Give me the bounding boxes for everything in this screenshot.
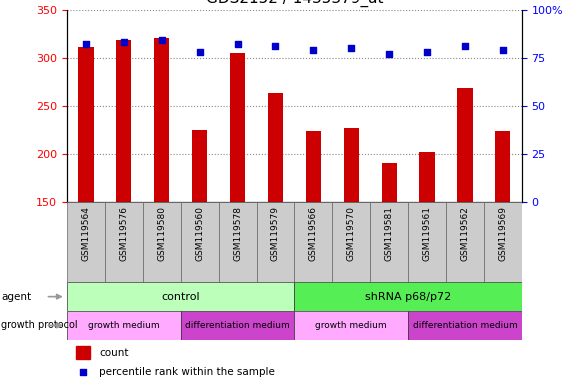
Text: GSM119578: GSM119578: [233, 206, 242, 261]
Bar: [332, 202, 370, 282]
Text: GSM119561: GSM119561: [423, 206, 431, 261]
Text: growth protocol: growth protocol: [1, 320, 78, 331]
Bar: [143, 202, 181, 282]
Bar: [381, 163, 396, 202]
Bar: [420, 152, 435, 202]
Text: GSM119581: GSM119581: [385, 206, 394, 261]
Bar: [408, 202, 446, 282]
Title: GDS2152 / 1435379_at: GDS2152 / 1435379_at: [206, 0, 383, 7]
Text: GSM119562: GSM119562: [461, 206, 469, 260]
Text: count: count: [99, 348, 128, 358]
Bar: [370, 202, 408, 282]
Bar: [67, 282, 294, 311]
Text: differentiation medium: differentiation medium: [185, 321, 290, 330]
Bar: [105, 202, 143, 282]
Bar: [181, 311, 294, 340]
Bar: [76, 346, 90, 359]
Point: [195, 49, 205, 55]
Text: agent: agent: [1, 291, 31, 302]
Point: [157, 37, 167, 43]
Text: GSM119576: GSM119576: [120, 206, 128, 261]
Text: GSM119564: GSM119564: [82, 206, 90, 260]
Bar: [294, 282, 522, 311]
Point: [460, 43, 469, 49]
Bar: [294, 202, 332, 282]
Bar: [257, 202, 294, 282]
Text: shRNA p68/p72: shRNA p68/p72: [365, 291, 451, 302]
Text: GSM119579: GSM119579: [271, 206, 280, 261]
Text: GSM119569: GSM119569: [498, 206, 507, 261]
Text: GSM119570: GSM119570: [347, 206, 356, 261]
Bar: [192, 130, 208, 202]
Text: percentile rank within the sample: percentile rank within the sample: [99, 367, 275, 377]
Bar: [446, 202, 484, 282]
Text: GSM119566: GSM119566: [309, 206, 318, 261]
Bar: [305, 131, 321, 202]
Text: growth medium: growth medium: [315, 321, 387, 330]
Point: [233, 41, 243, 47]
Bar: [294, 311, 408, 340]
Bar: [117, 40, 132, 202]
Text: GSM119580: GSM119580: [157, 206, 166, 261]
Text: control: control: [161, 291, 200, 302]
Bar: [78, 47, 94, 202]
Point: [385, 51, 394, 57]
Bar: [484, 202, 522, 282]
Point: [271, 43, 280, 49]
Bar: [67, 202, 105, 282]
Bar: [343, 127, 359, 202]
Text: GSM119560: GSM119560: [195, 206, 204, 261]
Bar: [219, 202, 257, 282]
Point: [78, 369, 87, 375]
Bar: [181, 202, 219, 282]
Point: [82, 41, 91, 47]
Text: differentiation medium: differentiation medium: [413, 321, 517, 330]
Bar: [154, 38, 170, 202]
Text: growth medium: growth medium: [88, 321, 160, 330]
Bar: [408, 311, 522, 340]
Bar: [495, 131, 511, 202]
Bar: [67, 311, 181, 340]
Point: [119, 39, 128, 45]
Bar: [230, 53, 245, 202]
Point: [498, 47, 507, 53]
Bar: [457, 88, 472, 202]
Bar: [268, 93, 283, 202]
Point: [308, 47, 318, 53]
Point: [422, 49, 431, 55]
Point: [346, 45, 356, 51]
